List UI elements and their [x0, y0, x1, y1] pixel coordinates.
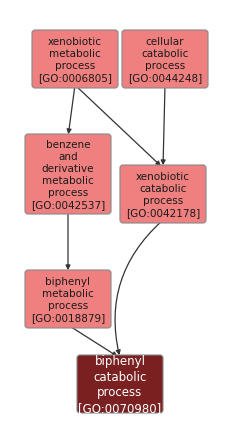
FancyBboxPatch shape: [25, 270, 111, 328]
Text: biphenyl
catabolic
process
[GO:0070980]: biphenyl catabolic process [GO:0070980]: [78, 354, 162, 414]
Text: cellular
catabolic
process
[GO:0044248]: cellular catabolic process [GO:0044248]: [128, 37, 202, 83]
FancyBboxPatch shape: [122, 31, 208, 89]
FancyBboxPatch shape: [77, 355, 163, 413]
Text: biphenyl
metabolic
process
[GO:0018879]: biphenyl metabolic process [GO:0018879]: [31, 276, 105, 322]
FancyBboxPatch shape: [32, 31, 118, 89]
Text: xenobiotic
metabolic
process
[GO:0006805]: xenobiotic metabolic process [GO:0006805…: [38, 37, 112, 83]
Text: benzene
and
derivative
metabolic
process
[GO:0042537]: benzene and derivative metabolic process…: [31, 140, 105, 209]
FancyBboxPatch shape: [25, 135, 111, 215]
FancyBboxPatch shape: [120, 166, 206, 224]
Text: xenobiotic
catabolic
process
[GO:0042178]: xenobiotic catabolic process [GO:0042178…: [126, 172, 200, 218]
